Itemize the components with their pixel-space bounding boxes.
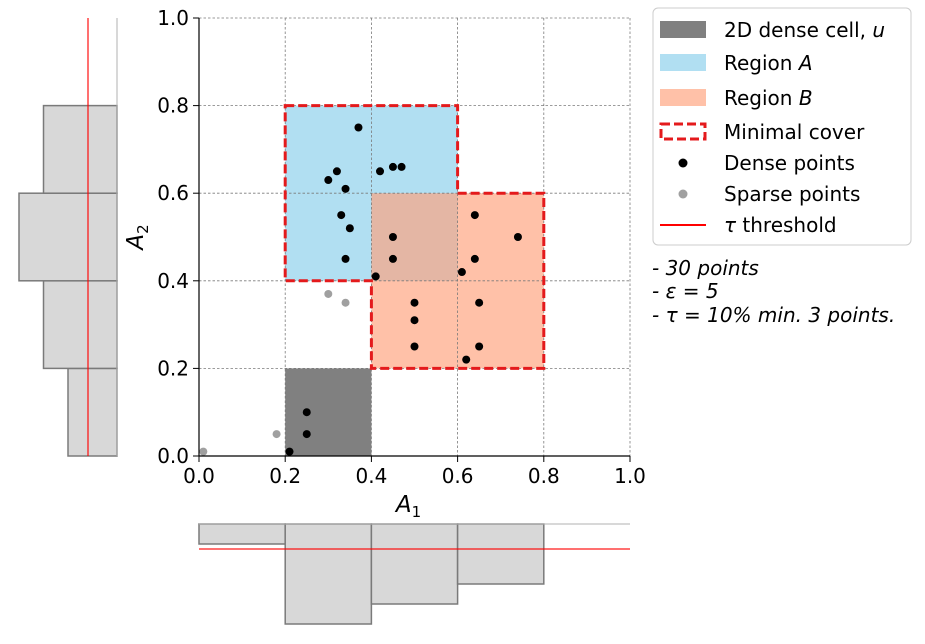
x-tick-label: 0.0 [183, 464, 215, 488]
dense-point [410, 342, 419, 351]
y-tick-label: 0.2 [157, 356, 189, 380]
dense-point [345, 224, 354, 233]
dense-point [475, 342, 484, 351]
legend-region-a-swatch [660, 54, 706, 71]
y-tick-label: 0.0 [157, 444, 189, 468]
dense-point [388, 233, 397, 241]
bottom-x-histogram [198, 523, 630, 625]
y-histogram-bar [42, 104, 118, 194]
sparse-point [324, 289, 333, 298]
annotation-line: - 30 points [652, 256, 759, 280]
dense-point [354, 123, 363, 132]
annotation-line: - ε = 5 [652, 279, 719, 303]
minimal-cover [283, 104, 546, 370]
dense-point [324, 176, 333, 185]
y-histogram-bar [67, 367, 118, 457]
axes-layer: 0.0 0.2 0.4 0.6 0.8 1.0 0.0 0.2 0.4 0.6 0.8 1.0 A1 A2 [123, 6, 646, 521]
x-histogram-bar [456, 523, 545, 585]
dense-point [388, 162, 397, 171]
legend-region-a-label: Region A [724, 51, 813, 75]
dense-point [332, 167, 341, 176]
dense-point [285, 447, 294, 456]
x-histogram-bar [370, 523, 459, 605]
x-histogram-bar [284, 523, 373, 625]
dense-point [475, 298, 484, 307]
y-axis-label: A2 [123, 224, 152, 251]
dense-point [302, 430, 311, 439]
y-tick-label: 0.6 [157, 181, 189, 205]
sparse-point [272, 430, 281, 439]
sparse-point [341, 298, 350, 307]
legend-minimal-cover-label: Minimal cover [724, 120, 865, 144]
dense-point [410, 298, 419, 307]
legend-region-b-label: Region B [724, 86, 813, 110]
y-tick-label: 0.8 [157, 94, 189, 118]
dense-point [302, 408, 311, 417]
dense-point [376, 167, 385, 176]
dense-cell-u [285, 368, 372, 456]
annotation-line: - τ = 10% min. 3 points. [652, 303, 895, 327]
dense-point [397, 162, 406, 171]
legend-dense-points-swatch [678, 158, 688, 168]
sparse-point [199, 447, 208, 456]
y-histogram-bar [42, 280, 118, 370]
grid-layer [199, 17, 631, 456]
legend-region-b-swatch [660, 89, 706, 106]
x-axis-label: A1 [394, 492, 421, 521]
x-tick-label: 0.2 [269, 464, 301, 488]
legend-frame [652, 7, 912, 246]
dense-point [371, 272, 380, 281]
points-layer [199, 123, 522, 456]
legend-threshold-label: τ threshold [724, 213, 837, 237]
dense-point [462, 355, 471, 364]
x-histogram-bar [198, 523, 286, 545]
dense-point [388, 254, 397, 263]
dense-point [457, 268, 466, 277]
annotations: - 30 points- ε = 5- τ = 10% min. 3 point… [652, 256, 895, 327]
legend-minimal-cover-swatch [659, 122, 707, 141]
x-tick-label: 0.8 [528, 464, 560, 488]
y-tick-label: 1.0 [157, 6, 189, 30]
dense-point [410, 316, 419, 325]
x-tick-label: 0.4 [355, 464, 387, 488]
dense-point [470, 254, 479, 263]
legend: 2D dense cell, u Region A Region B Minimal … [652, 7, 912, 246]
dense-point [470, 211, 479, 220]
legend-dense-points-label: Dense points [724, 151, 855, 175]
x-tick-label: 1.0 [614, 464, 646, 488]
y-tick-label: 0.4 [157, 269, 189, 293]
legend-dense-cell-label: 2D dense cell, u [724, 18, 885, 42]
left-y-histogram [18, 18, 118, 457]
legend-sparse-points-label: Sparse points [724, 182, 860, 206]
dense-point [513, 233, 522, 241]
dense-point [337, 211, 346, 220]
minimal-cover-layer [283, 104, 546, 370]
dense-point [341, 184, 350, 193]
y-histogram-bar [18, 192, 118, 282]
legend-dense-cell-swatch [660, 21, 706, 38]
legend-sparse-points-swatch [678, 189, 688, 199]
main-plot: 0.0 0.2 0.4 0.6 0.8 1.0 0.0 0.2 0.4 0.6 0.8 1.0 A1 A2 [123, 6, 646, 521]
dense-point [341, 254, 350, 263]
x-tick-label: 0.6 [442, 464, 474, 488]
